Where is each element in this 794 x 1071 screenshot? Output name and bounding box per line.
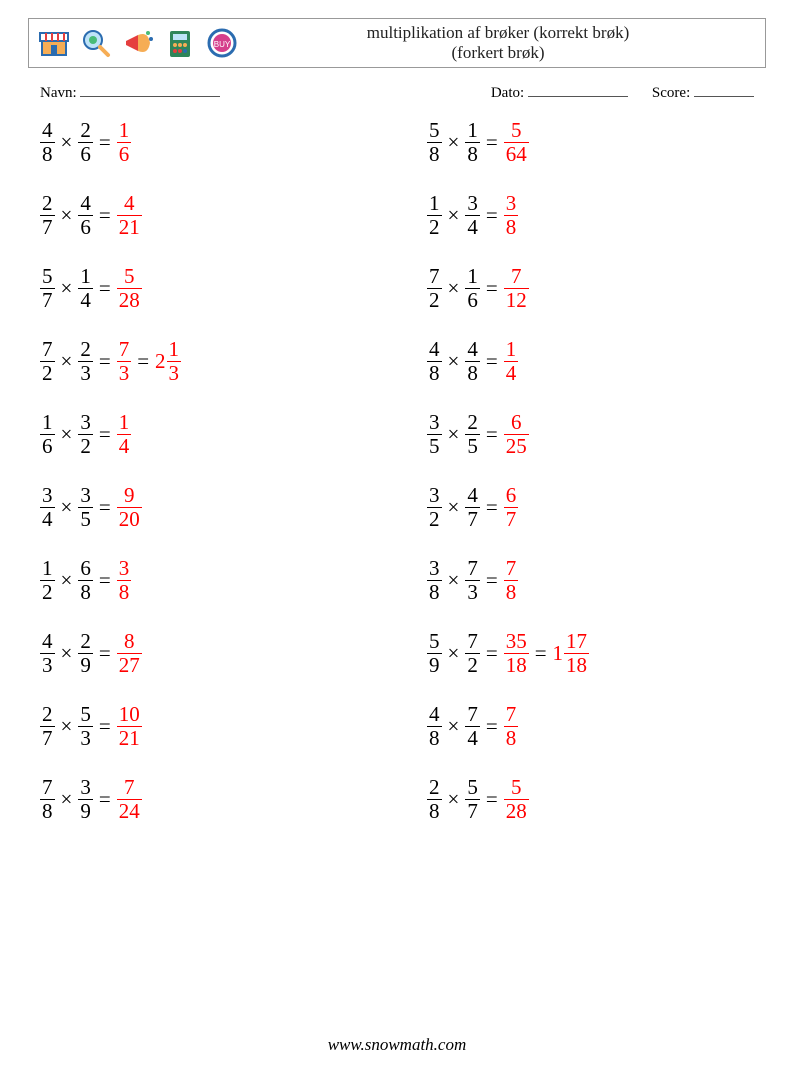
footer-url: www.snowmath.com [0,1035,794,1055]
equation: 27×46=421 [40,193,367,238]
problems-grid: 48×26=16 27×46=421 57×14=528 72×23=73=213 16… [40,120,754,822]
title-line-1: multiplikation af brøker (korrekt brøk) [367,23,629,42]
store-icon [37,26,71,60]
equation: 35×25=625 [427,412,754,457]
date-blank [528,82,628,97]
equation: 78×39=724 [40,777,367,822]
equation: 32×47=67 [427,485,754,530]
equation: 57×14=528 [40,266,367,311]
equation: 59×72=3518=11718 [427,631,754,676]
score-blank [694,82,754,97]
equation: 16×32=14 [40,412,367,457]
equation: 48×48=14 [427,339,754,384]
name-blank [80,82,220,97]
equation: 12×34=38 [427,193,754,238]
equation: 43×29=827 [40,631,367,676]
equation: 48×26=16 [40,120,367,165]
title-line-2: (forkert brøk) [239,43,757,63]
equation: 34×35=920 [40,485,367,530]
score-label: Score: [652,85,690,101]
problems-column-right: 58×18=564 12×34=38 72×16=712 48×48=14 35×25=… [427,120,754,822]
header-box: BUY multiplikation af brøker (korrekt br… [28,18,766,68]
magnifier-icon [79,26,113,60]
name-label: Navn: [40,85,77,101]
problems-column-left: 48×26=16 27×46=421 57×14=528 72×23=73=213 16… [40,120,367,822]
equation: 12×68=38 [40,558,367,603]
equation: 72×16=712 [427,266,754,311]
equation: 27×53=1021 [40,704,367,749]
equation: 38×73=78 [427,558,754,603]
svg-text:BUY: BUY [214,40,231,49]
score-field: Score: [652,82,754,102]
stamp-icon: BUY [205,26,239,60]
calculator-icon [163,26,197,60]
header-icons: BUY [37,26,239,60]
megaphone-icon [121,26,155,60]
date-field: Dato: [491,82,628,102]
date-label: Dato: [491,85,524,101]
name-field: Navn: [40,82,491,102]
equation: 72×23=73=213 [40,339,367,384]
equation: 28×57=528 [427,777,754,822]
worksheet-title: multiplikation af brøker (korrekt brøk) … [239,23,757,64]
equation: 48×74=78 [427,704,754,749]
meta-row: Navn: Dato: Score: [40,82,754,102]
equation: 58×18=564 [427,120,754,165]
